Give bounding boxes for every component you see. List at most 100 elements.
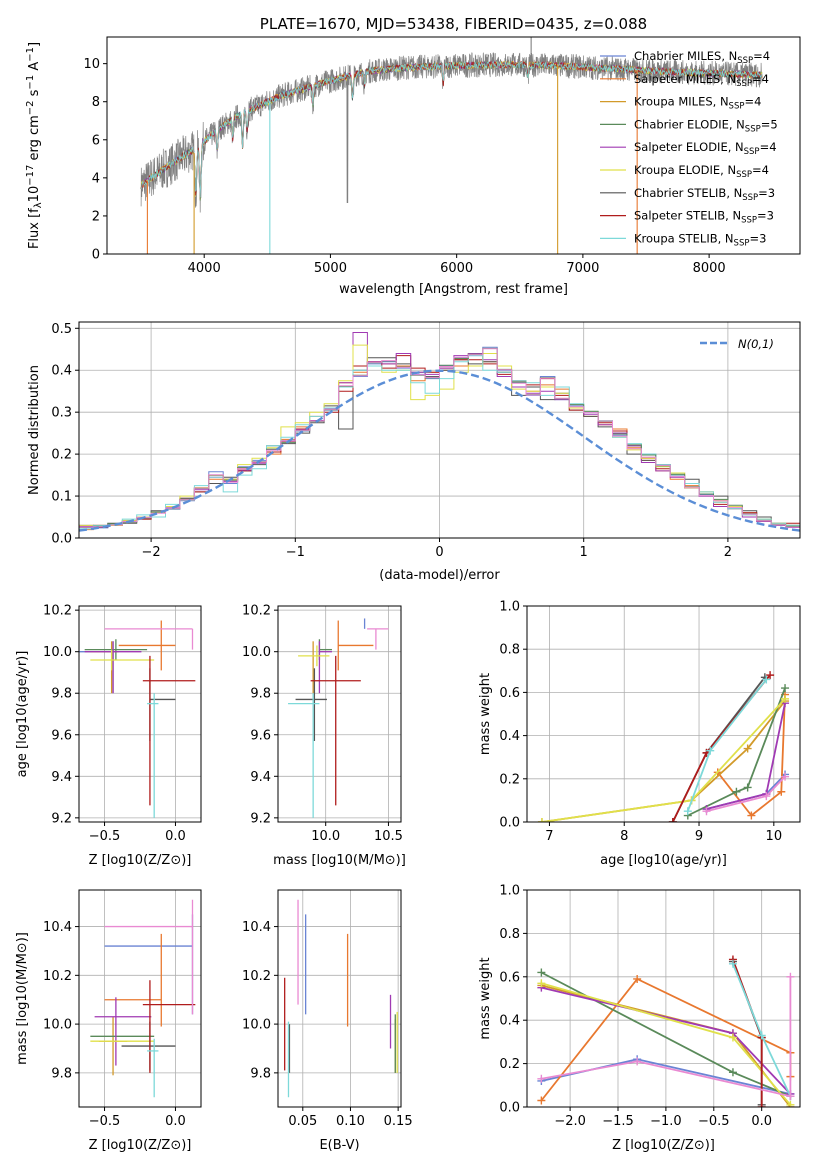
- y-tick-label: 9.8: [250, 1066, 271, 1081]
- legend-suffix: =3: [749, 231, 766, 245]
- x-tick-label: 4000: [188, 261, 221, 276]
- y-tick-label: 9.4: [51, 770, 72, 785]
- y-tick-label: 9.6: [250, 728, 271, 743]
- x-tick-label: −0.5: [698, 1114, 730, 1129]
- data-point: [147, 1038, 159, 1098]
- data-point: [104, 933, 162, 1027]
- y-axis-label: Flux [fλ10−17 erg cm−2 s−1 A−1]: [25, 42, 44, 249]
- x-tick-label: 0.10: [336, 1114, 365, 1129]
- axes-frame: [526, 605, 801, 823]
- data-point: [142, 980, 196, 1073]
- legend-suffix: =5: [761, 117, 778, 131]
- panel-weight_vs_age: 7 8 9 10 0.0 0.2 0.4 0.6 0.8 1.0 age [log10(age/yr…: [478, 600, 801, 868]
- weight-marker: [633, 974, 642, 983]
- grid: [278, 890, 401, 1107]
- y-tick-label: 0.4: [499, 1014, 520, 1029]
- y-axis-label: mass weight: [478, 957, 493, 1039]
- weight-line: [687, 687, 786, 817]
- x-tick-label: 0.0: [751, 1114, 772, 1129]
- x-tick-label: −1.0: [650, 1114, 682, 1129]
- weight-series: [683, 675, 771, 816]
- weight-line: [541, 698, 786, 822]
- y-tick-label: 0.0: [51, 532, 72, 547]
- histogram-series: [79, 348, 800, 538]
- data-point: [84, 641, 142, 694]
- legend-suffix: =4: [753, 49, 770, 63]
- x-tick-label: 10: [766, 829, 783, 844]
- weight-marker: [728, 1068, 737, 1077]
- y-tick-label: 10.0: [43, 645, 72, 660]
- x-tick-label: 8000: [693, 261, 726, 276]
- data-point: [104, 899, 194, 1015]
- x-axis-label: (data-model)/error: [379, 568, 500, 583]
- legend-sub: SSP: [734, 238, 750, 248]
- ylabel-sup: −2: [25, 100, 36, 115]
- ylabel-sup: −1: [25, 47, 36, 62]
- weight-marker: [743, 783, 752, 792]
- y-tick-label: 0: [92, 248, 100, 263]
- panel-age_vs_Z: −0.5 0.0 9.2 9.4 9.6 9.8 10.0 10.2 Z [log10(Z/Z⊙…: [15, 604, 202, 868]
- weight-marker: [633, 1057, 642, 1066]
- weight-marker: [702, 807, 711, 816]
- normal-curve-line: [79, 369, 800, 532]
- panel-weight_vs_Z: −2.0 −1.5 −1.0 −0.5 0.0 0.0 0.2 0.4 0.6 0.8 1.0 Z […: [478, 884, 801, 1153]
- x-tick-label: 9: [695, 829, 703, 844]
- weight-marker: [762, 792, 771, 801]
- weight-marker: [537, 979, 546, 988]
- axes-frame: [106, 36, 801, 255]
- y-tick-label: 10.0: [242, 645, 271, 660]
- x-tick-label: 10.0: [311, 829, 340, 844]
- legend-suffix: =4: [752, 163, 769, 177]
- data-point: [90, 649, 155, 671]
- y-tick-label: 10.0: [43, 1018, 72, 1033]
- legend-sub: SSP: [744, 147, 760, 157]
- data-point: [94, 997, 152, 1066]
- legend-suffix: =3: [758, 186, 775, 200]
- weight-marker: [781, 772, 790, 781]
- ylabel-part: ]: [27, 42, 42, 47]
- weight-marker: [757, 1031, 766, 1040]
- legend-entry: Kroupa STELIB, NSSP=3: [634, 231, 766, 248]
- legend-suffix: =4: [752, 72, 769, 86]
- y-tick-label: 0.0: [499, 1101, 520, 1116]
- legend-entry: Kroupa ELODIE, NSSP=4: [634, 163, 769, 180]
- weight-marker: [757, 1103, 766, 1107]
- y-tick-label: 0.3: [51, 406, 72, 421]
- panel-spectrum: 4000 5000 6000 7000 8000 0 2 4 6 8 10 wavelength [A…: [25, 15, 801, 297]
- y-tick-label: 9.8: [51, 1066, 72, 1081]
- legend-label: Kroupa STELIB, N: [634, 231, 734, 245]
- y-axis-label: age [log10(age/yr)]: [15, 651, 30, 778]
- y-tick-label: 9.4: [250, 770, 271, 785]
- legend-suffix: =4: [760, 140, 777, 154]
- y-tick-label: 10: [83, 57, 100, 72]
- x-axis-label: E(B-V): [319, 1138, 359, 1153]
- x-tick-label: −1.5: [602, 1114, 634, 1129]
- legend-sub: SSP: [741, 216, 757, 226]
- grid: [79, 322, 800, 539]
- y-tick-label: 0.5: [51, 322, 72, 337]
- x-tick-label: −2.0: [554, 1114, 586, 1129]
- weight-marker: [732, 787, 741, 796]
- x-tick-label: 1: [580, 545, 588, 560]
- legend-sub: SSP: [745, 124, 761, 134]
- y-tick-label: 2: [92, 209, 100, 224]
- y-axis-label: mass weight: [478, 673, 493, 755]
- x-tick-label: 0.0: [165, 1114, 186, 1129]
- y-tick-label: 10.4: [43, 920, 72, 935]
- weight-marker: [537, 968, 546, 977]
- ylabel-sup: −1: [25, 75, 36, 90]
- y-tick-label: 0.2: [499, 1057, 520, 1072]
- legend-label: Chabrier STELIB, N: [634, 186, 742, 200]
- panel-mass_vs_Z: −0.5 0.0 9.8 10.0 10.2 10.4 Z [log10(Z/Z⊙)] mas…: [15, 889, 202, 1153]
- ylabel-part: 10: [27, 186, 42, 203]
- legend-suffix: =4: [744, 95, 761, 109]
- legend-label: Salpeter STELIB, N: [634, 209, 741, 223]
- weight-marker: [537, 1074, 546, 1083]
- chart-title: PLATE=1670, MJD=53438, FIBERID=0435, z=0…: [260, 15, 647, 33]
- axes-frame: [526, 889, 801, 1108]
- legend-entry: Chabrier STELIB, NSSP=3: [634, 186, 775, 203]
- x-axis-label: Z [log10(Z/Z⊙)]: [89, 853, 192, 868]
- y-tick-label: 1.0: [499, 884, 520, 899]
- plot-area: [79, 620, 196, 818]
